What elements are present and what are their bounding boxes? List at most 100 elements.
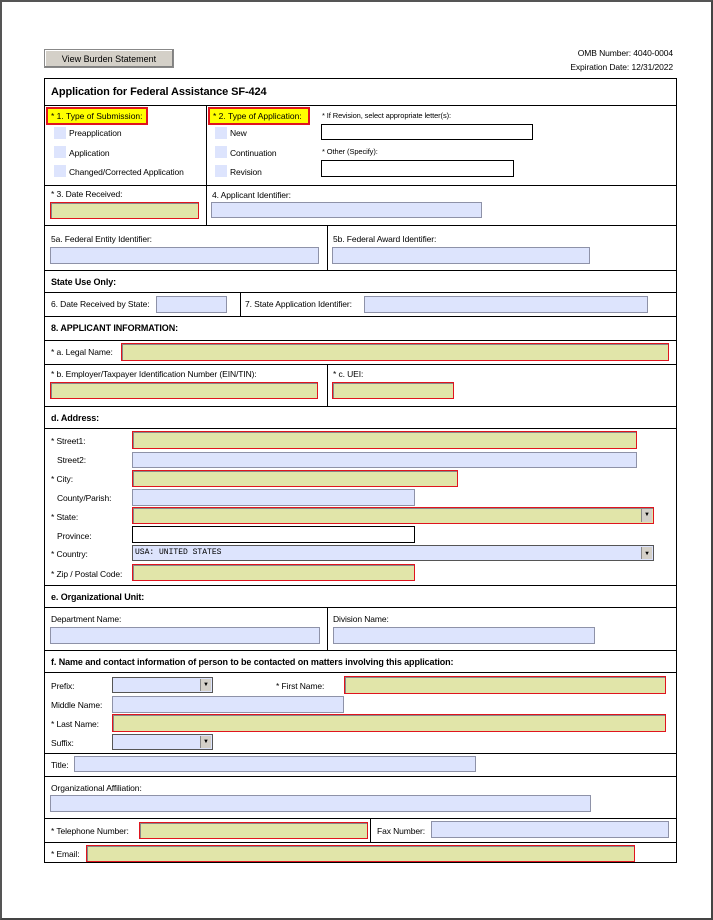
divider [44, 818, 677, 819]
org-affiliation-input[interactable] [50, 795, 591, 812]
date-received-input[interactable] [50, 202, 199, 219]
prefix-select[interactable]: ▼ [112, 677, 213, 693]
divider [44, 585, 677, 586]
type-of-submission-label: * 1. Type of Submission: [46, 107, 148, 125]
title-label: Title: [51, 760, 69, 770]
chevron-down-icon[interactable]: ▼ [200, 679, 211, 691]
divider [44, 842, 677, 843]
fax-label: Fax Number: [377, 826, 426, 836]
country-label: * Country: [51, 549, 88, 559]
middle-name-input[interactable] [112, 696, 344, 713]
address-heading: d. Address: [51, 413, 100, 423]
province-input[interactable] [132, 526, 415, 543]
street2-input[interactable] [132, 452, 637, 468]
telephone-label: * Telephone Number: [51, 826, 129, 836]
zip-input[interactable] [132, 564, 415, 581]
org-affiliation-label: Organizational Affiliation: [51, 783, 142, 793]
date-received-state-input[interactable] [156, 296, 227, 313]
suffix-label: Suffix: [51, 738, 74, 748]
telephone-input[interactable] [139, 822, 368, 839]
date-received-state-label: 6. Date Received by State: [51, 299, 150, 309]
country-value: USA: UNITED STATES [135, 548, 222, 557]
org-unit-heading: e. Organizational Unit: [51, 592, 145, 602]
title-input[interactable] [74, 756, 476, 772]
divider [206, 105, 207, 225]
state-application-id-input[interactable] [364, 296, 648, 313]
county-label: County/Parish: [57, 493, 112, 503]
continuation-checkbox[interactable] [215, 146, 227, 158]
federal-entity-label: 5a. Federal Entity Identifier: [51, 234, 152, 244]
date-received-label: * 3. Date Received: [51, 189, 123, 199]
street1-input[interactable] [132, 431, 637, 449]
divider [370, 818, 371, 842]
type-of-application-label: * 2. Type of Application: [208, 107, 310, 125]
divider [44, 316, 677, 317]
other-specify-label: * Other (Specify): [322, 147, 378, 156]
email-input[interactable] [86, 845, 635, 862]
uei-label: * c. UEI: [333, 369, 364, 379]
department-label: Department Name: [51, 614, 122, 624]
state-select[interactable]: ▼ [132, 507, 654, 524]
fax-input[interactable] [431, 821, 669, 838]
first-name-label: * First Name: [276, 681, 325, 691]
state-application-id-label: 7. State Application Identifier: [245, 299, 352, 309]
divider [327, 607, 328, 650]
application-checkbox[interactable] [54, 146, 66, 158]
divider [44, 292, 677, 293]
chevron-down-icon[interactable]: ▼ [641, 509, 652, 522]
divider [327, 225, 328, 270]
revision-letters-input[interactable] [321, 124, 533, 140]
applicant-identifier-input[interactable] [211, 202, 482, 218]
contact-heading: f. Name and contact information of perso… [51, 657, 454, 667]
city-input[interactable] [132, 470, 458, 487]
divider [44, 428, 677, 429]
expiration-date: Expiration Date: 12/31/2022 [570, 62, 673, 72]
state-use-heading: State Use Only: [51, 277, 117, 287]
uei-input[interactable] [332, 382, 454, 399]
application-label: Application [69, 148, 110, 158]
last-name-input[interactable] [112, 714, 666, 732]
new-checkbox[interactable] [215, 127, 227, 139]
revision-letters-label: * If Revision, select appropriate letter… [322, 111, 451, 120]
suffix-select[interactable]: ▼ [112, 734, 213, 750]
ein-label: * b. Employer/Taxpayer Identification Nu… [51, 369, 257, 379]
division-label: Division Name: [333, 614, 389, 624]
divider [240, 292, 241, 316]
divider [44, 340, 677, 341]
zip-label: * Zip / Postal Code: [51, 569, 123, 579]
divider [44, 672, 677, 673]
chevron-down-icon[interactable]: ▼ [200, 736, 211, 748]
divider [44, 225, 677, 226]
divider [327, 364, 328, 406]
omb-number: OMB Number: 4040-0004 [577, 48, 673, 58]
divider [44, 753, 677, 754]
preapplication-label: Preapplication [69, 128, 122, 138]
first-name-input[interactable] [344, 676, 666, 694]
legal-name-label: * a. Legal Name: [51, 347, 113, 357]
division-input[interactable] [333, 627, 595, 644]
ein-input[interactable] [50, 382, 318, 399]
continuation-label: Continuation [230, 148, 277, 158]
changed-corrected-checkbox[interactable] [54, 165, 66, 177]
changed-corrected-label: Changed/Corrected Application [69, 167, 184, 177]
federal-award-input[interactable] [332, 247, 590, 264]
form-title: Application for Federal Assistance SF-42… [51, 86, 267, 98]
country-select[interactable]: USA: UNITED STATES ▼ [132, 545, 654, 561]
middle-name-label: Middle Name: [51, 700, 103, 710]
new-label: New [230, 128, 247, 138]
street1-label: * Street1: [51, 436, 86, 446]
revision-checkbox[interactable] [215, 165, 227, 177]
prefix-label: Prefix: [51, 681, 75, 691]
chevron-down-icon[interactable]: ▼ [641, 547, 652, 559]
preapplication-checkbox[interactable] [54, 127, 66, 139]
legal-name-input[interactable] [121, 343, 669, 361]
federal-entity-input[interactable] [50, 247, 319, 264]
divider [44, 607, 677, 608]
county-input[interactable] [132, 489, 415, 506]
other-specify-input[interactable] [321, 160, 514, 177]
view-burden-statement-button[interactable]: View Burden Statement [44, 49, 174, 68]
divider [44, 406, 677, 407]
department-input[interactable] [50, 627, 320, 644]
email-label: * Email: [51, 849, 80, 859]
